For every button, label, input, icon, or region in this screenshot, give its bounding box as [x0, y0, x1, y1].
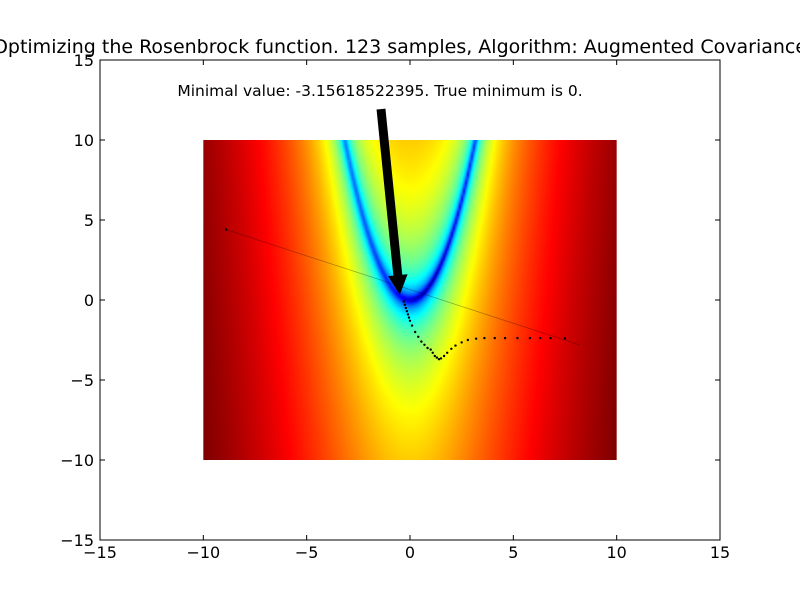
sample-point: [403, 303, 407, 306]
sample-point: [429, 348, 432, 351]
sample-point: [516, 336, 519, 340]
sample-point: [413, 330, 417, 334]
sample-point: [437, 358, 441, 361]
search-direction-line: [225, 229, 580, 346]
sample-point: [426, 346, 429, 350]
x-tick-label: 0: [405, 543, 415, 562]
sample-points: [224, 228, 567, 361]
sample-point: [406, 313, 410, 316]
sample-point: [439, 357, 443, 360]
sample-point: [563, 337, 567, 340]
sample-point: [528, 336, 532, 340]
sample-point: [454, 344, 457, 347]
y-tick-label: 0: [84, 291, 94, 310]
sample-point: [503, 336, 507, 340]
annotation-arrow: [376, 108, 408, 295]
sample-point: [446, 351, 449, 354]
y-tick-label: 15: [74, 51, 94, 70]
sample-point: [442, 354, 446, 358]
sample-point: [549, 336, 552, 340]
sample-point: [423, 343, 426, 346]
sample-point: [402, 300, 405, 303]
x-tick-label: −5: [295, 543, 319, 562]
sample-point: [474, 337, 478, 340]
sample-point: [408, 319, 412, 322]
annotation-arrow-shape: [376, 108, 408, 295]
y-tick-label: −15: [60, 531, 94, 550]
x-tick-label: 5: [508, 543, 518, 562]
x-tick-label: −15: [83, 543, 117, 562]
sample-point: [420, 340, 423, 343]
annotation-text: Minimal value: -3.15618522395. True mini…: [177, 82, 582, 100]
y-tick-label: 5: [84, 211, 94, 230]
sample-point: [224, 228, 228, 231]
y-tick-label: −5: [70, 371, 94, 390]
x-tick-label: 10: [606, 543, 626, 562]
sample-point: [431, 351, 434, 354]
chart-title: Optimizing the Rosenbrock function. 123 …: [0, 36, 800, 58]
sample-point: [417, 335, 420, 338]
sample-point: [450, 347, 453, 350]
sample-point: [493, 336, 496, 340]
sample-point: [466, 338, 470, 342]
sample-point: [539, 336, 542, 340]
sample-point: [435, 356, 439, 359]
x-tick-label: 15: [710, 543, 730, 562]
axis-ticks: −15 −10 −5 0 5 10 15 −15 −10 −5 0 5 10 15: [60, 51, 730, 562]
sample-point: [483, 336, 486, 340]
sample-point: [410, 324, 414, 327]
sample-point: [404, 306, 408, 310]
sample-point: [407, 316, 411, 319]
rosenbrock-heatmap: [203, 140, 617, 460]
sample-point: [405, 310, 409, 313]
y-tick-label: 10: [74, 131, 94, 150]
sample-point: [460, 341, 463, 344]
y-tick-label: −10: [60, 451, 94, 470]
x-tick-label: −10: [186, 543, 220, 562]
sample-point: [433, 354, 436, 358]
